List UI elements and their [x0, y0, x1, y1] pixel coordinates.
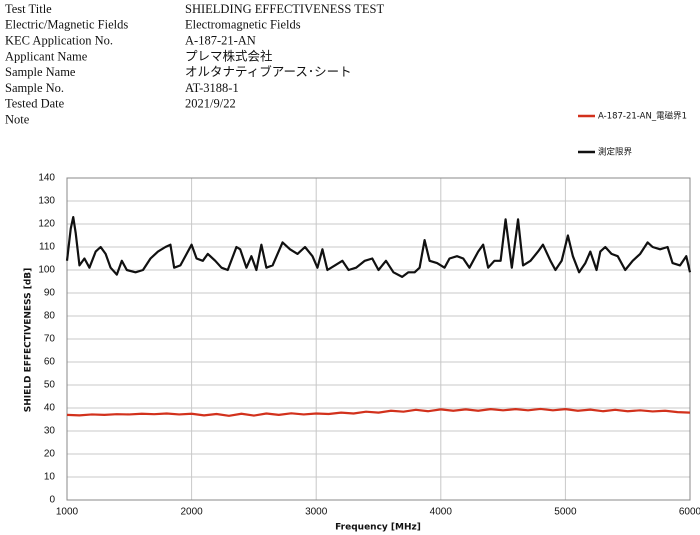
y-axis-label: SHIELD EFFECTIVENESS [dB]	[24, 268, 34, 413]
header-label: Electric/Magnetic Fields	[5, 18, 128, 32]
x-tick-label: 2000	[180, 507, 203, 518]
header-value: A-187-21-AN	[185, 33, 256, 47]
header-label: Note	[5, 112, 30, 126]
header-label: Applicant Name	[5, 49, 88, 63]
header-value: オルタナティブアース･シート	[185, 64, 352, 79]
header-value: Electromagnetic Fields	[185, 18, 301, 32]
header-value: SHIELDING EFFECTIVENESS TEST	[185, 2, 384, 16]
grid: 0 10 20 30 40 50 60 70 80 90 100 110 120 130 140 1000 20…	[38, 173, 700, 518]
y-tick-label: 140	[38, 173, 55, 184]
series-line	[66, 407, 691, 417]
y-tick-label: 130	[38, 196, 55, 207]
y-tick-label: 70	[44, 334, 56, 345]
legend-label: 測定限界	[598, 147, 633, 158]
plot-frame	[66, 177, 691, 501]
header-value: プレマ株式会社	[185, 48, 273, 63]
y-tick-label: 30	[44, 426, 56, 437]
series-line	[65, 216, 692, 278]
y-tick-label: 80	[44, 311, 56, 322]
y-tick-label: 90	[44, 288, 56, 299]
header-label: Tested Date	[5, 97, 65, 111]
y-tick-label: 120	[38, 219, 55, 230]
x-tick-label: 6000	[679, 507, 700, 518]
x-axis-label: Frequency [MHz]	[335, 523, 421, 533]
y-tick-label: 10	[44, 472, 56, 483]
y-tick-label: 50	[44, 380, 56, 391]
y-tick-label: 40	[44, 403, 56, 414]
header-label: KEC Application No.	[5, 33, 113, 47]
header-value: 2021/9/22	[185, 97, 236, 111]
y-tick-label: 60	[44, 357, 56, 368]
y-tick-label: 110	[39, 242, 55, 253]
y-tick-label: 20	[44, 449, 56, 460]
header: Test Title SHIELDING EFFECTIVENESS TEST El…	[5, 2, 384, 127]
y-tick-label: 100	[38, 265, 55, 276]
y-tick-label: 0	[49, 495, 55, 506]
x-tick-label: 1000	[56, 507, 79, 518]
header-value: AT-3188-1	[185, 81, 239, 95]
legend: A-187-21-AN_電磁界1 測定限界	[578, 111, 687, 158]
plot	[65, 216, 692, 417]
x-tick-label: 3000	[305, 507, 328, 518]
header-label: Sample No.	[5, 81, 64, 95]
x-tick-label: 5000	[554, 507, 577, 518]
x-tick-label: 4000	[430, 507, 453, 518]
header-label: Sample Name	[5, 65, 76, 79]
header-label: Test Title	[5, 2, 52, 16]
legend-label: A-187-21-AN_電磁界1	[598, 111, 687, 122]
